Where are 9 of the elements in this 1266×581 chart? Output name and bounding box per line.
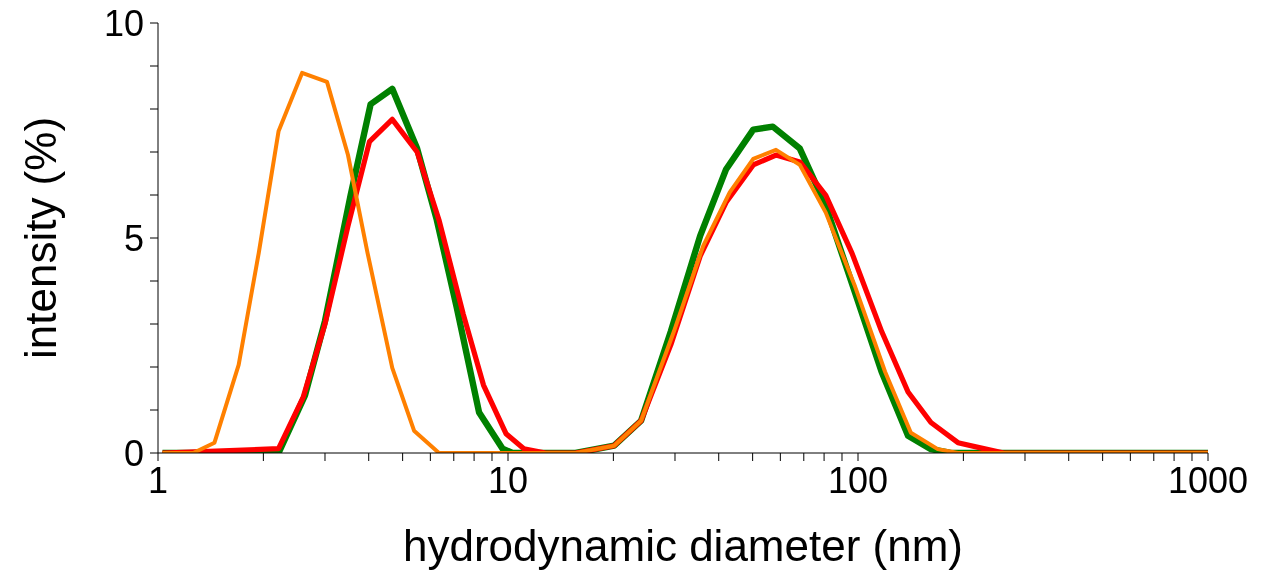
x-tick-label: 1 [147,459,169,501]
y-tick-label: 0 [123,432,144,474]
x-tick-label: 1000 [1167,459,1249,501]
x-tick-label: 100 [827,459,889,501]
x-axis-title: hydrodynamic diameter (nm) [403,521,963,570]
y-axis-title: intensity (%) [15,116,65,360]
x-tick-label: 10 [487,459,529,501]
y-tick-label: 5 [123,217,144,259]
y-tick-label: 10 [103,2,144,44]
